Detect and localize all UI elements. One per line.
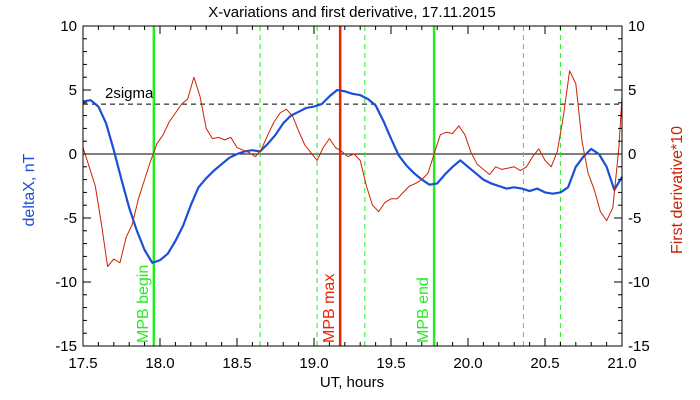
marker-label-2: MPB end: [415, 277, 432, 343]
y-tick-label-left-4: 5: [69, 82, 77, 99]
y-tick-label-left-1: -10: [55, 274, 77, 291]
series-1-line: [82, 70, 623, 268]
x-axis-label: UT, hours: [320, 374, 384, 391]
y-tick-label-right-1: -10: [628, 274, 650, 291]
x-tick-label-3: 19.0: [299, 355, 328, 372]
x-tick-label-0: 17.5: [68, 355, 97, 372]
y-tick-label-left-0: -15: [55, 338, 77, 355]
chart-title: X-variations and first derivative, 17.11…: [208, 4, 495, 21]
plot-frame: [82, 25, 623, 347]
y-tick-label-right-2: -5: [628, 210, 641, 227]
x-tick-label-7: 21.0: [607, 355, 636, 372]
y-tick-label-left-2: -5: [64, 210, 77, 227]
y-tick-label-right-3: 0: [628, 146, 636, 163]
marker-label-1: MPB max: [321, 274, 338, 343]
y-tick-label-left-3: 0: [69, 146, 77, 163]
plot-area: 2sigma MPB begin MPB max MPB end 17.5 18.0 18.…: [55, 18, 649, 372]
threshold-label: 2sigma: [105, 85, 154, 102]
y-axis-left-label: deltaX, nT: [21, 153, 38, 226]
x-tick-label-5: 20.0: [453, 355, 482, 372]
y-axis-right-label: First derivative*10: [669, 126, 686, 254]
y-tick-label-right-0: -15: [628, 338, 650, 355]
x-tick-label-6: 20.5: [530, 355, 559, 372]
marker-label-0: MPB begin: [135, 265, 152, 343]
y-tick-label-left-5: 10: [60, 18, 77, 35]
x-tick-label-2: 18.5: [222, 355, 251, 372]
x-tick-label-4: 19.5: [376, 355, 405, 372]
y-tick-label-right-5: 10: [628, 18, 645, 35]
y-tick-label-right-4: 5: [628, 82, 636, 99]
x-tick-label-1: 18.0: [145, 355, 174, 372]
series-0-line: [82, 88, 623, 264]
